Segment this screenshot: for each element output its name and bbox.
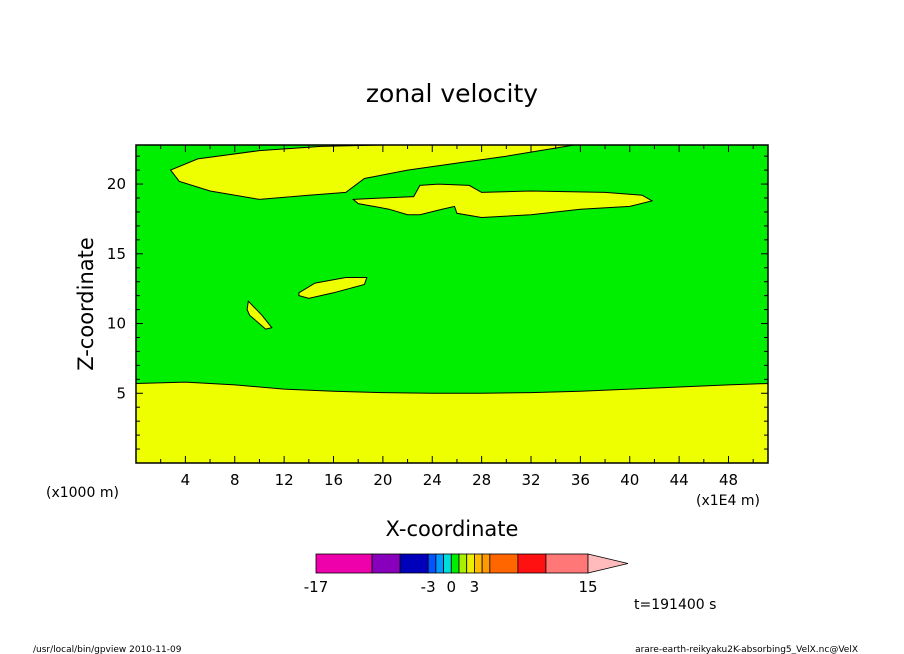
colorbar-tick-label: -3 [421,578,436,596]
colorbar-segment [481,553,491,574]
contour-region-4 [298,277,368,299]
contour-region-5 [246,300,273,330]
x-unit-label: (x1E4 m) [696,493,760,509]
x-tick-label: 8 [230,471,240,489]
colorbar: -17 -3 0 3 15 [304,553,629,596]
x-tick-label: 20 [373,471,392,489]
colorbar-segment [399,553,429,574]
x-tick-label: 28 [472,471,491,489]
x-tick-label: 36 [571,471,590,489]
colorbar-segment [474,553,483,574]
colorbar-segment [371,553,401,574]
y-axis-label: Z-coordinate [74,237,98,371]
colorbar-extension-arrow [587,553,629,574]
y-unit-label: (x1000 m) [46,485,119,501]
contour-region-1 [135,381,769,464]
x-tick-label: 24 [423,471,442,489]
time-label: t=191400 s [634,597,716,613]
footer-left: /usr/local/bin/gpview 2010-11-09 [33,645,182,654]
colorbar-segment [427,553,437,574]
colorbar-tick-label: -17 [304,578,329,596]
x-tick-label: 12 [275,471,294,489]
y-tick-label: 10 [107,315,126,333]
footer-right: arare-earth-reikyaku2K-absorbing5_VelX.n… [635,645,858,654]
x-tick-label: 4 [181,471,191,489]
colorbar-segment [545,553,589,574]
colorbar-segment [458,553,468,574]
colorbar-tick-label: 0 [447,578,457,596]
x-tick-label: 16 [324,471,343,489]
x-tick-label: 40 [620,471,639,489]
x-tick-label: 32 [521,471,540,489]
colorbar-segment [435,553,444,574]
x-axis-label: X-coordinate [386,517,519,541]
contour-region-3 [352,183,654,219]
colorbar-segment [466,553,475,574]
y-tick-label: 5 [116,384,126,402]
colorbar-tick-label: 15 [578,578,597,596]
colorbar-segment [443,553,452,574]
colorbar-segment [517,553,547,574]
x-tick-label: 44 [670,471,689,489]
colorbar-tick-label: 3 [470,578,480,596]
colorbar-segment [315,553,373,574]
plot-frame [135,144,769,464]
contour-region-2 [169,144,575,200]
chart-title: zonal velocity [366,79,538,108]
y-tick-label: 15 [107,245,126,263]
y-tick-label: 20 [107,175,126,193]
x-tick-label: 48 [719,471,738,489]
colorbar-segment [489,553,519,574]
colorbar-segment [450,553,460,574]
